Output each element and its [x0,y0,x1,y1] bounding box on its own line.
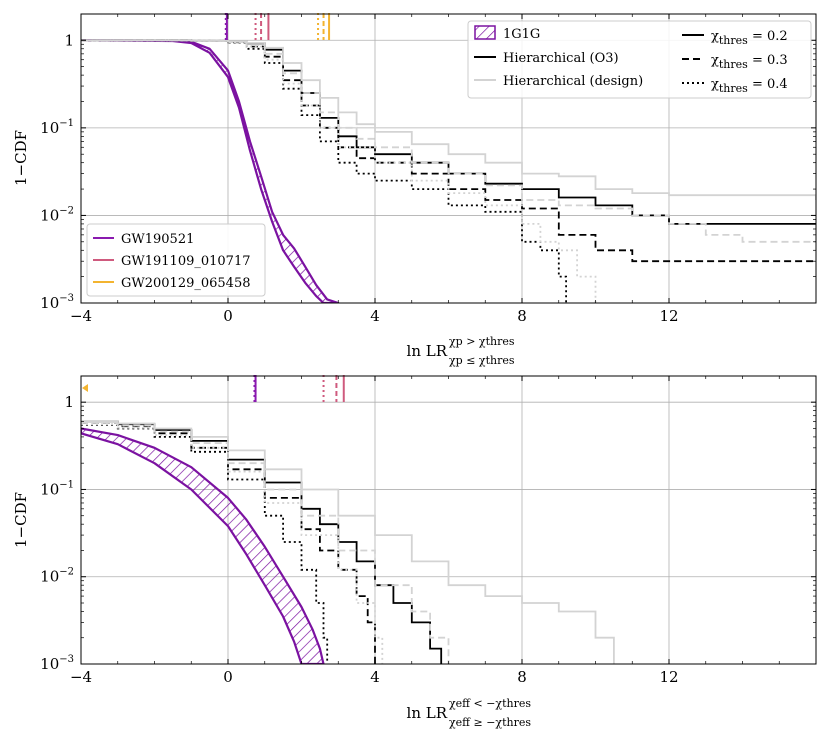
bottom-series-design-0.2 [81,420,615,664]
top-panel: −4 0 4 8 12 1 10−1 10−2 10−3 1−CDF ln LR χp > χt… [12,13,817,367]
top-ylabel: 1−CDF [12,130,30,186]
legend-1g1g-swatch [474,25,496,40]
event-legend: GW190521 GW191109_010717 GW200129_065458 [86,223,266,297]
bottom-axes-frame [80,375,817,665]
legend-thres-0.4-label: χthres = 0.4 [711,77,788,95]
bottom-series-o3-0.2 [81,420,443,664]
legend-design-label: Hierarchical (design) [503,74,643,89]
bottom-ytick-label: 1 [64,393,74,411]
top-ytick-label: 10−2 [40,205,74,224]
legend-gw190521-label: GW190521 [121,232,194,247]
top-event-markers [224,13,331,40]
bottom-grid [81,376,816,664]
bottom-xlabel-main: ln LR [407,704,448,722]
top-xtick-label: 0 [223,307,233,325]
top-series-design-0.2 [81,39,816,200]
legend-thres-0.3-label: χthres = 0.3 [711,53,788,71]
bottom-series-design-0.4 [81,423,384,664]
bottom-xlabel-sub: χeff ≥ −χthres [449,716,531,729]
bottom-xtick-label: 12 [659,668,678,686]
legend-gw200129-label: GW200129_065458 [121,276,251,291]
bottom-ytick-label: 10−3 [40,654,74,673]
bottom-xtick-label: 0 [223,668,233,686]
style-legend-box [467,20,812,99]
bottom-1g1g-band [81,427,325,664]
bottom-plot-area [81,420,615,664]
top-ytick-label: 10−1 [40,118,74,137]
top-xtick-label: 8 [517,307,527,325]
top-xlabel-sup: χp > χthres [449,335,515,348]
top-plot-area [81,39,816,303]
bottom-offscale-marker-gw200129_065458 [82,384,88,392]
bottom-ytick-label: 10−1 [40,479,74,498]
top-xlabel-sub: χp ≤ χthres [449,354,515,367]
top-1g1g-band [81,39,340,303]
top-xtick-label: −4 [70,307,92,325]
bottom-xtick-label: 4 [370,668,380,686]
top-ticks: −4 0 4 8 12 1 10−1 10−2 10−3 [40,14,817,325]
style-legend: 1G1G Hierarchical (O3) Hierarchical (des… [467,20,812,99]
bottom-ytick-label: 10−2 [40,567,74,586]
bottom-xtick-label: −4 [70,668,92,686]
legend-1g1g-label: 1G1G [503,27,540,42]
top-xlabel-main: ln LR [407,342,448,360]
top-series-design-0.3 [81,39,816,243]
bottom-ticks: −4 0 4 8 12 1 10−1 10−2 10−3 [40,376,817,686]
top-xtick-label: 12 [659,307,678,325]
legend-o3-label: Hierarchical (O3) [503,51,619,66]
bottom-event-markers [82,375,345,402]
top-ytick-label: 10−3 [40,293,74,312]
legend-gw191109-label: GW191109_010717 [121,254,251,269]
bottom-series-design-0.3 [81,421,450,664]
top-ytick-label: 1 [64,31,74,49]
top-xtick-label: 4 [370,307,380,325]
event-legend-box [86,223,266,297]
bottom-xlabel-sup: χeff < −χthres [449,697,531,710]
bottom-panel: −4 0 4 8 12 1 10−1 10−2 10−3 1−CDF ln LR χeff < … [12,375,817,729]
bottom-ylabel: 1−CDF [12,492,30,548]
bottom-xtick-label: 8 [517,668,527,686]
top-series-design-0.4 [81,39,597,303]
legend-thres-0.2-label: χthres = 0.2 [711,29,788,47]
